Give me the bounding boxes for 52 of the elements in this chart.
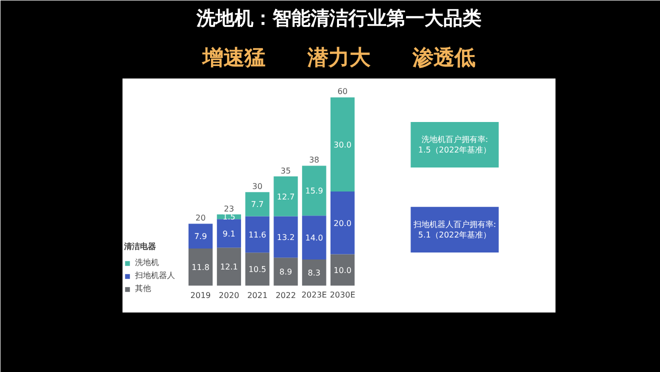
bar — [188, 224, 213, 249]
legend-label: 洗地机 — [135, 257, 159, 268]
text: 洗地机百户拥有率: 1.5（2022年基准） — [418, 134, 492, 155]
data-label: 7.7 — [251, 200, 264, 210]
data-label: 8.9 — [279, 268, 292, 277]
data-label: 10.0 — [334, 266, 352, 275]
bar — [216, 248, 242, 286]
total-label: 38 — [309, 156, 320, 165]
data-label: 12.7 — [276, 192, 295, 202]
data-label: 10.5 — [248, 265, 266, 274]
total-label: 20 — [195, 214, 206, 223]
bar — [302, 260, 326, 286]
total-label: 30 — [252, 182, 262, 191]
x-tick-label: 2022 — [276, 291, 296, 300]
bar — [302, 216, 326, 260]
bar — [330, 191, 355, 254]
data-label: 30.0 — [334, 140, 352, 150]
x-tick-label: 2019 — [190, 291, 211, 300]
data-label: 11.6 — [248, 230, 266, 240]
x-tick-label: 2030E — [330, 290, 356, 300]
text: 扫地机器人百户拥有率: 5.1（2022年基准） — [412, 220, 496, 240]
bar — [188, 248, 213, 286]
bar — [216, 219, 242, 248]
bar — [330, 254, 355, 286]
data-label: 7.9 — [194, 232, 207, 242]
bar — [274, 216, 298, 258]
legend-label: 扫地机器人 — [135, 270, 175, 281]
chart-subtitle: 增速猛 潜力大 渗透低 — [202, 46, 476, 70]
bar — [245, 216, 270, 253]
legend-title: 清洁电器 — [124, 241, 157, 252]
legend-label: 其他 — [135, 283, 152, 294]
bar — [330, 97, 355, 192]
data-label: 14.0 — [305, 234, 324, 243]
total-label: 60 — [337, 87, 348, 96]
bar — [245, 192, 270, 216]
bar — [274, 258, 298, 286]
x-tick-label: 2020 — [218, 291, 240, 300]
data-label: 13.2 — [276, 232, 295, 242]
data-label: 9.1 — [222, 229, 236, 238]
data-label: 20.0 — [334, 218, 352, 228]
data-label: 8.3 — [308, 268, 321, 278]
data-label: 12.1 — [220, 262, 238, 272]
bar — [302, 166, 326, 216]
total-label: 23 — [224, 204, 234, 214]
bar — [274, 176, 298, 216]
x-tick-label: 2021 — [247, 291, 268, 300]
data-label: 11.8 — [192, 263, 210, 272]
data-label: 15.9 — [305, 186, 324, 196]
chart-title: 洗地机：智能清洁行业第一大品类 — [196, 8, 482, 30]
total-label: 35 — [280, 166, 291, 176]
x-tick-label: 2023E — [301, 290, 327, 300]
bar — [245, 252, 270, 286]
